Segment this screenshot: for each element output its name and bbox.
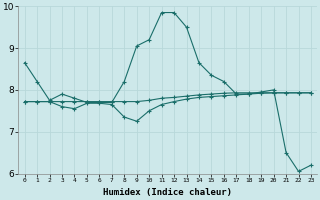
X-axis label: Humidex (Indice chaleur): Humidex (Indice chaleur) (103, 188, 232, 197)
